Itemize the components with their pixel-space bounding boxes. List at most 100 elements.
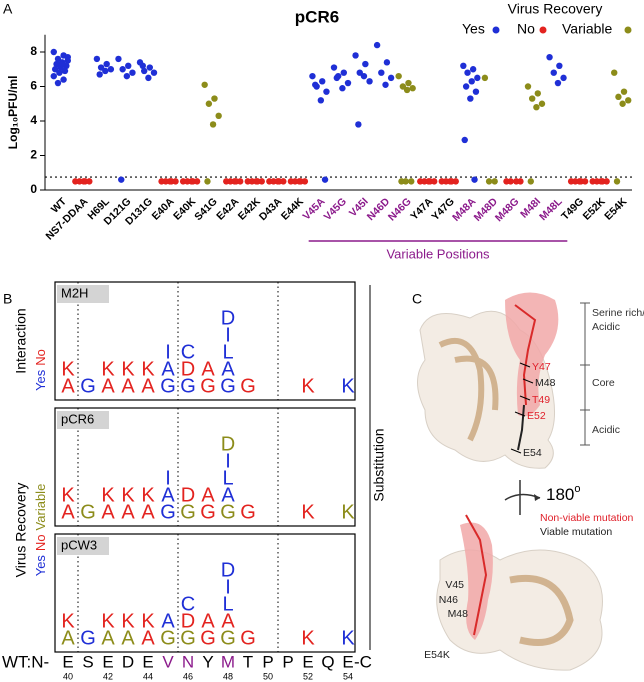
data-point <box>141 67 148 75</box>
data-point <box>102 67 109 75</box>
axis-label: Interaction <box>13 308 29 373</box>
data-point <box>323 88 330 95</box>
data-point <box>507 178 514 185</box>
data-point <box>215 112 222 120</box>
x-tick-label: E40K <box>171 195 198 222</box>
x-tick-label: E54K <box>602 195 629 222</box>
logo-letter: G <box>180 501 196 523</box>
data-point <box>237 178 244 185</box>
residue-number: 54 <box>343 671 353 681</box>
data-point <box>145 74 152 82</box>
data-point <box>409 85 416 92</box>
logo-letter: I <box>165 341 171 363</box>
logo-letter: G <box>180 375 196 397</box>
logo-letter: A <box>61 375 75 397</box>
pointer <box>510 448 522 454</box>
residue: T <box>243 652 253 671</box>
data-point <box>333 74 340 82</box>
logo-letter: K <box>101 484 115 506</box>
logo-letter: A <box>161 358 175 380</box>
residue: V <box>162 652 174 671</box>
data-point <box>485 178 493 185</box>
residue-label: E54K <box>424 649 450 661</box>
data-point <box>319 78 326 85</box>
data-point <box>534 90 541 97</box>
data-point <box>355 121 362 128</box>
box-label: pCW3 <box>61 537 97 552</box>
data-point <box>382 81 389 88</box>
region-label: Core <box>592 377 615 389</box>
logo-letter: G <box>220 501 236 523</box>
legend-stack: Yes No <box>33 349 48 391</box>
residue-number: 52 <box>303 671 313 681</box>
logo-letter: A <box>221 610 235 632</box>
data-point <box>597 178 605 185</box>
logo-letter: L <box>222 467 233 489</box>
data-point <box>280 178 287 185</box>
logo-letter: K <box>121 358 135 380</box>
axis-label: Virus Recovery <box>13 483 29 578</box>
rotation-unit: o <box>574 483 580 495</box>
logo-letter: D <box>181 610 195 632</box>
residue: Q <box>321 652 334 671</box>
box-label-bg <box>57 285 109 303</box>
data-point <box>115 55 122 63</box>
x-tick-label: V45G <box>322 196 349 223</box>
data-point <box>468 78 475 85</box>
residue: M <box>221 652 235 671</box>
region-label: Serine rich/ <box>592 307 644 319</box>
data-point <box>96 71 103 78</box>
residue-label: V45 <box>445 579 464 591</box>
data-point <box>425 178 432 185</box>
box-label-bg <box>57 537 109 555</box>
legend-label: Variable <box>562 21 613 37</box>
structure-legend: Non-viable mutation <box>540 512 634 524</box>
logo-letter: D <box>221 559 235 581</box>
data-point <box>546 53 553 61</box>
data-point <box>395 72 402 80</box>
data-point <box>58 60 66 68</box>
residue-label: T49 <box>532 394 550 406</box>
residue-number: 46 <box>183 671 193 681</box>
residue-label: M48 <box>448 608 469 620</box>
data-point <box>387 74 395 82</box>
legend-word: No <box>33 534 48 551</box>
x-tick-label: M48A <box>450 195 479 224</box>
box-label-bg <box>57 411 109 429</box>
legend-word: Variable <box>33 484 48 531</box>
logo-letter: G <box>160 627 176 649</box>
data-point <box>625 97 632 104</box>
sequence-prefix: WT:N- <box>2 652 49 671</box>
annotation: Variable Positions <box>386 246 490 261</box>
legend-word: Yes <box>33 555 48 577</box>
logo-letter: A <box>221 484 235 506</box>
structure-top <box>417 292 590 469</box>
data-point <box>231 178 238 185</box>
data-point <box>60 76 67 83</box>
x-tick-label: S41G <box>192 196 219 223</box>
residue-number: 44 <box>143 671 153 681</box>
x-tick-label: V45A <box>300 195 327 222</box>
logo-letter: G <box>160 375 176 397</box>
logo-letter: G <box>160 501 176 523</box>
data-point <box>188 178 195 185</box>
logo-letter: K <box>61 610 75 632</box>
data-point <box>54 79 62 87</box>
logo-letter: G <box>240 375 256 397</box>
logo-letter: C <box>181 593 195 615</box>
data-point <box>554 79 562 87</box>
logo-letter: I <box>165 467 171 489</box>
data-point <box>80 178 87 185</box>
residue-number: 48 <box>223 671 233 681</box>
x-tick-label: D43A <box>257 195 285 223</box>
x-tick-label: M48L <box>537 195 565 223</box>
x-tick-label: E40A <box>150 195 177 222</box>
data-point <box>469 66 477 73</box>
logo-letter: A <box>121 627 135 649</box>
data-point <box>129 69 136 76</box>
logo-box <box>54 407 356 527</box>
x-tick-label: E42A <box>214 195 241 222</box>
logo-letter: K <box>61 484 75 506</box>
residue: P <box>282 652 293 671</box>
